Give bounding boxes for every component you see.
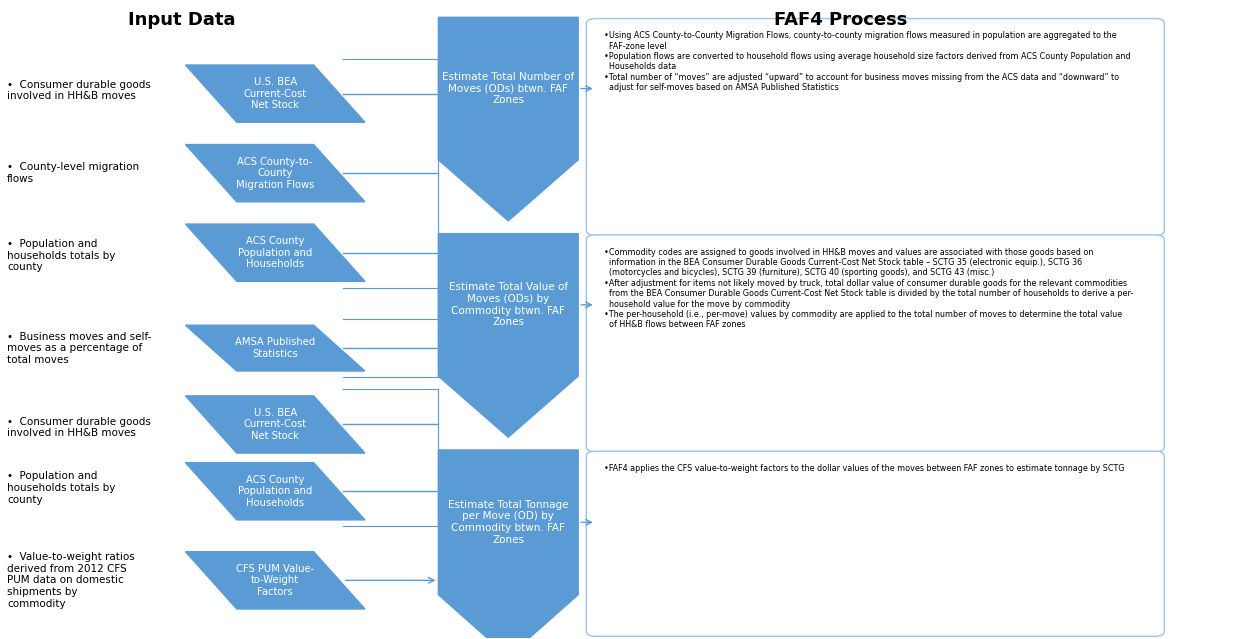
Text: •  Business moves and self-
moves as a percentage of
total moves: • Business moves and self- moves as a pe… [7,332,152,365]
Polygon shape [185,551,366,609]
Text: •Commodity codes are assigned to goods involved in HH&B moves and values are ass: •Commodity codes are assigned to goods i… [604,247,1132,330]
Text: •  Consumer durable goods
involved in HH&B moves: • Consumer durable goods involved in HH&… [7,80,151,101]
Text: Estimate Total Value of
Moves (ODs) by
Commodity btwn. FAF
Zones: Estimate Total Value of Moves (ODs) by C… [448,282,568,327]
Text: Estimate Total Tonnage
per Move (OD) by
Commodity btwn. FAF
Zones: Estimate Total Tonnage per Move (OD) by … [448,500,568,544]
Polygon shape [438,17,578,221]
Polygon shape [438,234,578,437]
Polygon shape [185,144,366,202]
Text: •  Population and
households totals by
county: • Population and households totals by co… [7,472,116,505]
Text: FAF4 Process: FAF4 Process [773,11,906,29]
Text: ACS County
Population and
Households: ACS County Population and Households [238,475,312,508]
Text: U.S. BEA
Current-Cost
Net Stock: U.S. BEA Current-Cost Net Stock [243,408,306,441]
FancyBboxPatch shape [587,19,1165,236]
Text: Estimate Total Number of
Moves (ODs) btwn. FAF
Zones: Estimate Total Number of Moves (ODs) btw… [442,72,574,105]
Text: CFS PUM Value-
to-Weight
Factors: CFS PUM Value- to-Weight Factors [236,564,315,597]
Text: •  County-level migration
flows: • County-level migration flows [7,162,140,184]
Text: •FAF4 applies the CFS value-to-weight factors to the dollar values of the moves : •FAF4 applies the CFS value-to-weight fa… [604,464,1124,473]
Polygon shape [185,463,366,520]
Text: •  Value-to-weight ratios
derived from 2012 CFS
PUM data on domestic
shipments b: • Value-to-weight ratios derived from 20… [7,552,135,608]
Polygon shape [185,325,366,371]
Text: U.S. BEA
Current-Cost
Net Stock: U.S. BEA Current-Cost Net Stock [243,77,306,111]
FancyBboxPatch shape [587,451,1165,636]
Text: AMSA Published
Statistics: AMSA Published Statistics [235,337,315,359]
Text: ACS County-to-
County
Migration Flows: ACS County-to- County Migration Flows [236,157,315,190]
Text: •Using ACS County-to-County Migration Flows, county-to-county migration flows me: •Using ACS County-to-County Migration Fl… [604,31,1130,92]
Text: ACS County
Population and
Households: ACS County Population and Households [238,236,312,269]
Polygon shape [185,65,366,122]
Text: Input Data: Input Data [128,11,236,29]
Text: •  Population and
households totals by
county: • Population and households totals by co… [7,239,116,272]
Polygon shape [185,396,366,453]
Text: •  Consumer durable goods
involved in HH&B moves: • Consumer durable goods involved in HH&… [7,417,151,438]
Polygon shape [438,450,578,639]
Polygon shape [185,224,366,281]
FancyBboxPatch shape [587,235,1165,452]
